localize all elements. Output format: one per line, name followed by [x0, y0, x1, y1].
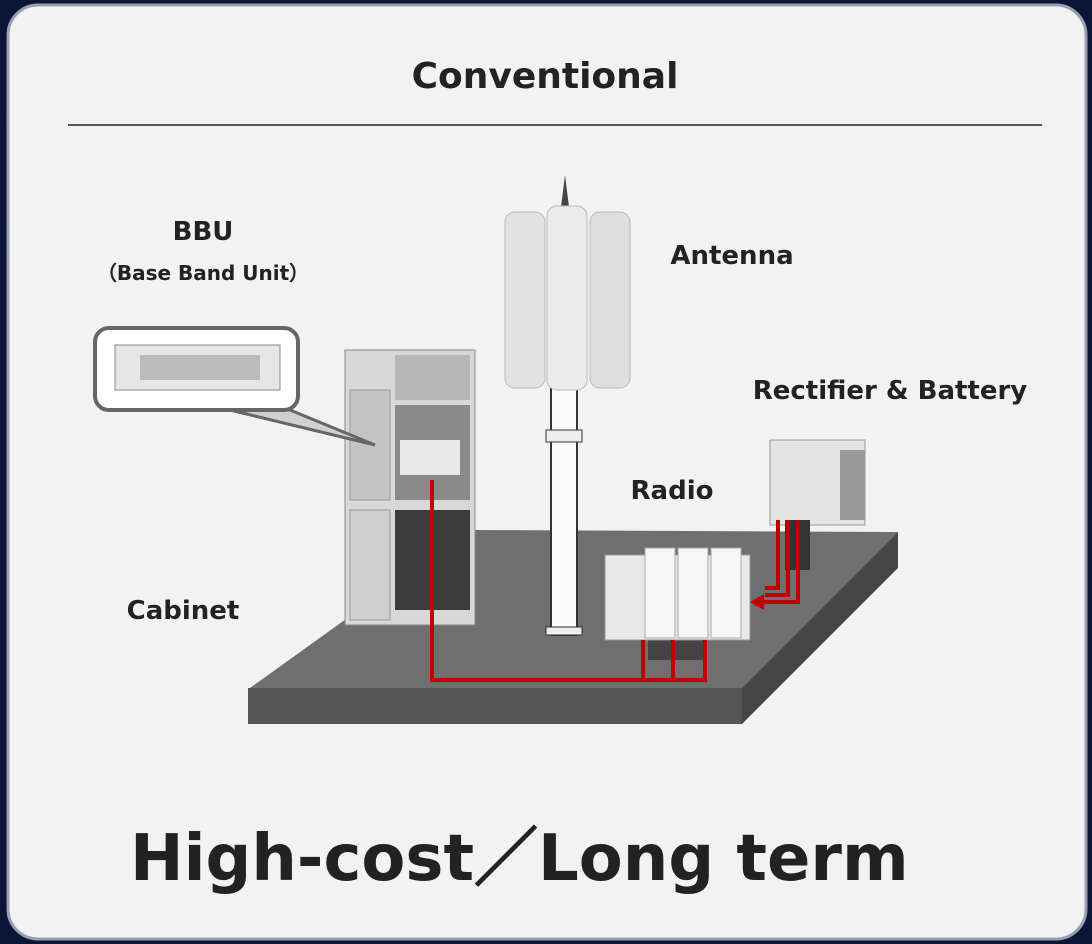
cabinet-bbu — [400, 440, 460, 475]
antenna-pole — [551, 385, 577, 635]
antenna-panel — [590, 212, 630, 388]
bbu-slots — [140, 355, 260, 380]
rectifier-side — [840, 450, 865, 520]
page: Conventional — [0, 0, 1092, 944]
antenna-panel — [547, 206, 587, 390]
node-label: Rectifier & Battery — [753, 376, 1028, 406]
node-label: Antenna — [670, 241, 793, 271]
antenna-base — [546, 627, 582, 635]
cabinet-vent — [395, 355, 470, 400]
antenna-joint — [546, 430, 582, 442]
radio-unit — [678, 548, 708, 638]
antenna-panel — [505, 212, 545, 388]
cabinet-door — [350, 510, 390, 620]
node-label: BBU — [173, 217, 234, 247]
footer-text: High-cost／Long term — [130, 822, 909, 896]
title: Conventional — [412, 56, 679, 97]
platform-front — [248, 688, 742, 724]
slide: Conventional — [0, 0, 1092, 944]
node-label: Cabinet — [127, 596, 240, 626]
node-sublabel: （Base Band Unit） — [97, 261, 309, 285]
panel — [8, 5, 1086, 939]
radio-unit — [645, 548, 675, 638]
node-label: Radio — [631, 476, 714, 506]
radio-unit — [711, 548, 741, 638]
